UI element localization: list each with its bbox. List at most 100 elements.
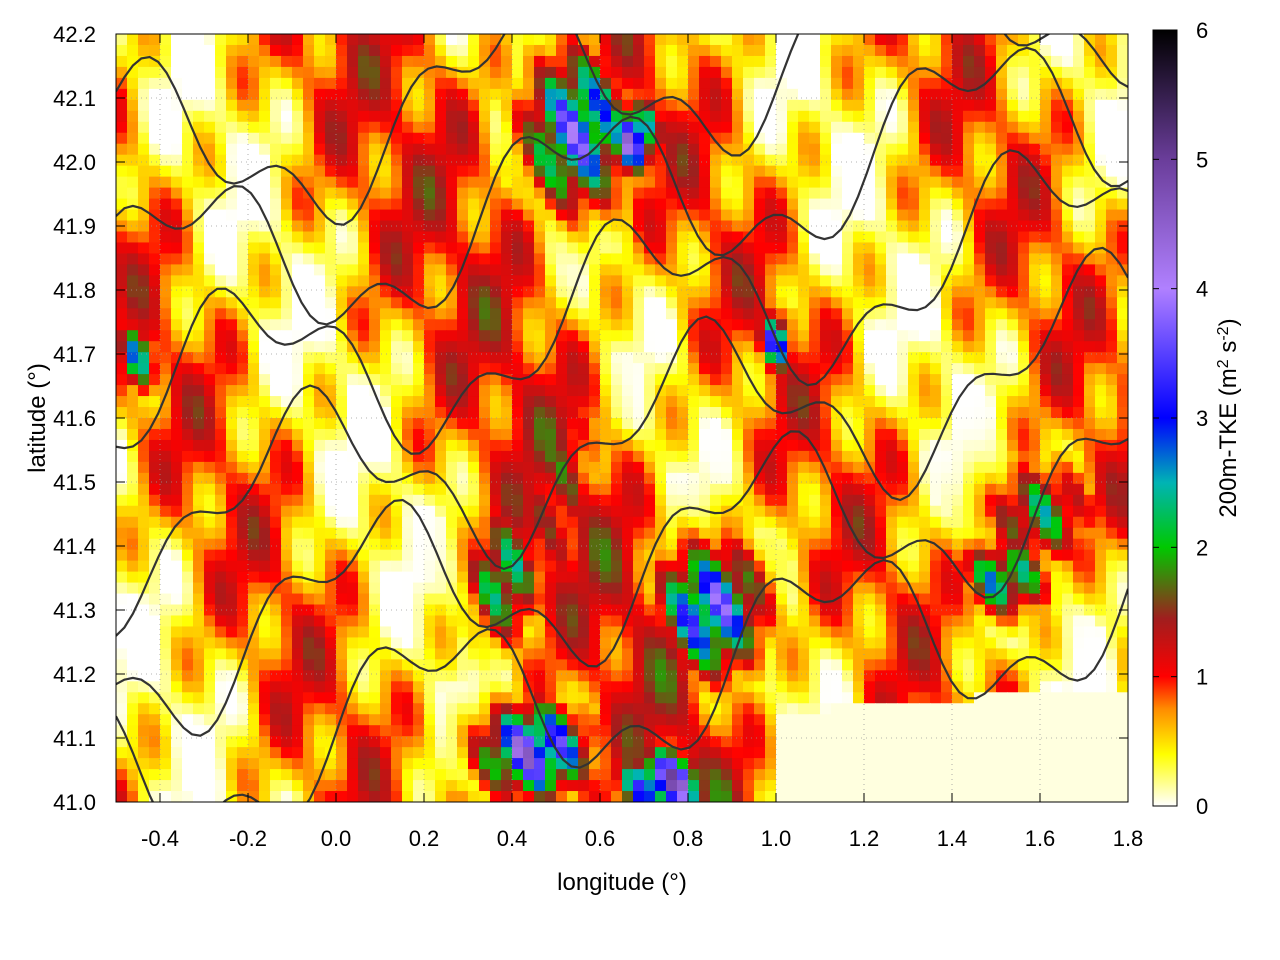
heat-cell (1007, 549, 1019, 562)
heat-cell (732, 549, 744, 562)
heat-cell (116, 176, 128, 189)
heat-cell (1051, 593, 1063, 606)
heat-cell (556, 66, 568, 79)
heat-cell (710, 418, 722, 430)
heat-cell (468, 143, 480, 156)
heat-cell (710, 88, 722, 101)
heat-cell (523, 385, 535, 397)
heat-cell (644, 264, 656, 276)
heat-cell (490, 472, 502, 485)
heat-cell (325, 494, 337, 507)
heat-cell (897, 165, 909, 178)
heat-cell (875, 549, 887, 562)
heat-cell (226, 209, 238, 222)
heat-cell (699, 461, 711, 474)
heat-cell (1051, 231, 1063, 244)
heat-cell (996, 77, 1008, 90)
heat-cell (259, 253, 271, 265)
heat-cell (204, 44, 216, 57)
heat-cell (699, 132, 711, 145)
heat-cell (259, 571, 271, 584)
heat-cell (160, 516, 172, 529)
heat-cell (127, 121, 139, 134)
heat-cell (501, 341, 513, 353)
heat-cell (358, 385, 370, 397)
heat-cell (699, 264, 711, 276)
heat-cell (259, 110, 271, 123)
heat-cell (149, 143, 161, 156)
heat-cell (259, 132, 271, 145)
heat-cell (875, 99, 887, 112)
heat-cell (776, 385, 788, 397)
heat-cell (556, 165, 568, 178)
heat-cell (380, 461, 392, 474)
heat-cell (215, 407, 227, 419)
heat-cell (413, 407, 425, 419)
heat-cell (765, 264, 777, 276)
heat-cell (732, 55, 744, 68)
heat-cell (160, 428, 172, 441)
heat-cell (963, 363, 975, 375)
heat-cell (1095, 450, 1107, 463)
heat-cell (1062, 143, 1074, 156)
heat-cell (160, 494, 172, 507)
heat-cell (468, 187, 480, 200)
heat-cell (1084, 231, 1096, 244)
heat-cell (611, 176, 623, 189)
heat-cell (875, 319, 887, 331)
heat-cell (490, 439, 502, 452)
heat-cell (1062, 297, 1074, 309)
heat-cell (952, 428, 964, 441)
heat-cell (1073, 297, 1085, 309)
heat-cell (655, 582, 667, 595)
heat-cell (347, 494, 359, 507)
heat-cell (633, 450, 645, 463)
heat-cell (710, 439, 722, 452)
heat-cell (501, 308, 513, 320)
heat-cell (1095, 55, 1107, 68)
heat-cell (908, 538, 920, 551)
heat-cell (468, 483, 480, 496)
heat-cell (369, 626, 381, 639)
heat-cell (919, 363, 931, 375)
heat-cell (182, 154, 194, 167)
heat-cell (424, 538, 436, 551)
heat-cell (1029, 34, 1041, 46)
heat-cell (875, 154, 887, 167)
heat-cell (853, 55, 865, 68)
heat-cell (721, 253, 733, 265)
heat-cell (116, 439, 128, 452)
heat-cell (875, 187, 887, 200)
heat-cell (292, 582, 304, 595)
heat-cell (831, 176, 843, 189)
heat-cell (897, 275, 909, 287)
heat-cell (534, 516, 546, 529)
heat-cell (710, 231, 722, 244)
heat-cell (1018, 494, 1030, 507)
heat-cell (380, 385, 392, 397)
heat-cell (699, 253, 711, 265)
heat-cell (303, 604, 315, 617)
heat-cell (149, 121, 161, 134)
heat-cell (1084, 461, 1096, 474)
heat-cell (886, 297, 898, 309)
heat-cell (655, 176, 667, 189)
heat-cell (732, 604, 744, 617)
heat-cell (1106, 198, 1118, 211)
heat-cell (523, 209, 535, 222)
heat-cell (259, 363, 271, 375)
heat-cell (182, 472, 194, 485)
heat-cell (413, 231, 425, 244)
heat-cell (479, 66, 491, 79)
heat-cell (127, 593, 139, 606)
heat-cell (1084, 99, 1096, 112)
heat-cell (501, 66, 513, 79)
heat-cell (897, 110, 909, 123)
heat-cell (1051, 165, 1063, 178)
heat-cell (644, 55, 656, 68)
heat-cell (402, 275, 414, 287)
heat-cell (281, 571, 293, 584)
heat-cell (446, 319, 458, 331)
heat-cell (941, 154, 953, 167)
heat-cell (1007, 483, 1019, 496)
